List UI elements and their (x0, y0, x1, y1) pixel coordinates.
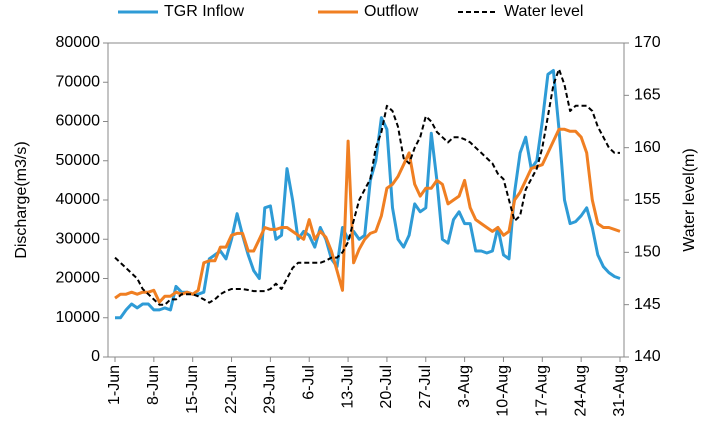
x-tick-label: 24-Aug (572, 365, 589, 417)
y2-tick-label: 145 (634, 296, 661, 313)
y-tick-label: 20000 (56, 270, 101, 287)
y2-tick-label: 170 (634, 34, 661, 51)
y-tick-label: 40000 (56, 191, 101, 208)
x-tick-label: 20-Jul (378, 365, 395, 409)
legend-label: TGR Inflow (164, 3, 244, 20)
y2-tick-label: 155 (634, 191, 661, 208)
x-tick-label: 27-Jul (417, 365, 434, 409)
legend-label: Outflow (364, 3, 419, 20)
x-tick-label: 22-Jun (223, 365, 240, 414)
x-tick-label: 17-Aug (534, 365, 551, 417)
x-tick-label: 10-Aug (495, 365, 512, 417)
series-line (114, 127, 621, 304)
y-tick-label: 80000 (56, 34, 101, 51)
y2-tick-label: 160 (634, 139, 661, 156)
x-tick-label: 29-Jun (262, 365, 279, 414)
x-tick-label: 15-Jun (184, 365, 201, 414)
y-axis-label: Discharge(m3/s) (13, 141, 30, 258)
x-tick-label: 6-Jul (300, 365, 317, 400)
series-line (114, 68, 620, 306)
legend-label: Water level (504, 3, 583, 20)
y2-tick-label: 165 (634, 87, 661, 104)
y-tick-label: 70000 (56, 73, 101, 90)
x-tick-label: 3-Aug (456, 365, 473, 408)
y2-tick-label: 140 (634, 348, 661, 365)
x-tick-label: 8-Jun (145, 365, 162, 405)
x-tick-label: 13-Jul (339, 365, 356, 409)
y-tick-label: 30000 (56, 230, 101, 247)
y-tick-label: 50000 (56, 152, 101, 169)
y-tick-label: 0 (91, 348, 100, 365)
x-tick-label: 1-Jun (106, 365, 123, 405)
series-line (115, 69, 621, 320)
y-tick-label: 10000 (56, 309, 101, 326)
y2-tick-label: 150 (634, 244, 661, 261)
y-tick-label: 60000 (56, 113, 101, 130)
x-tick-label: 31-Aug (611, 365, 628, 417)
y2-axis-label: Water level(m) (681, 148, 698, 251)
